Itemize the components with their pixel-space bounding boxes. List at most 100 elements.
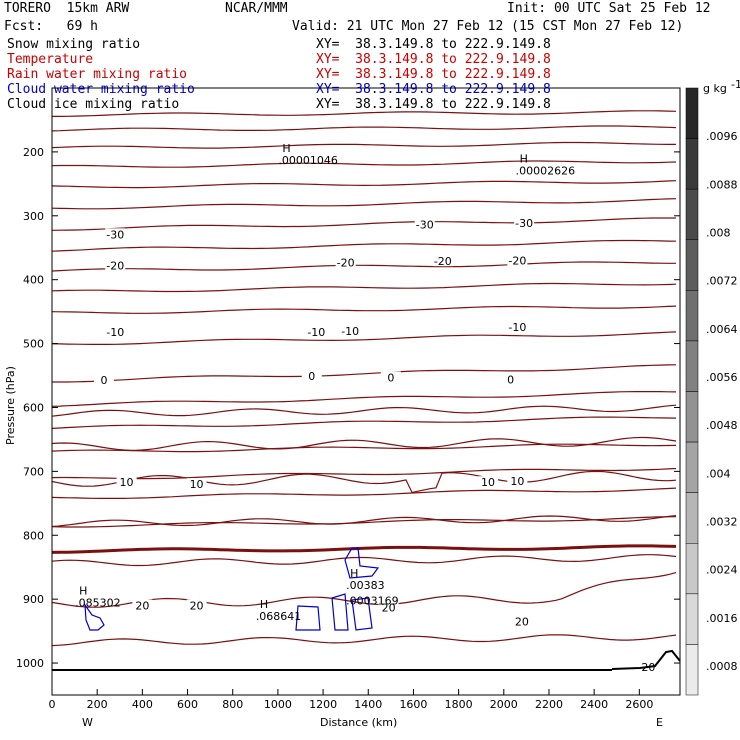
isotherm-line — [51, 261, 676, 272]
center-title: NCAR/MMM — [225, 1, 288, 16]
contour-label: 20 — [515, 616, 529, 629]
isotherm-line — [51, 217, 676, 231]
isotherm-line — [51, 515, 677, 528]
isotherm-line — [51, 516, 677, 528]
legend-xy-cloud-ice: XY= 38.3.149.8 to 222.9.149.8 — [316, 97, 551, 112]
temperature-contours — [51, 110, 677, 647]
isotherm-line — [51, 160, 677, 168]
contour-label-bg — [500, 373, 521, 385]
terrain-bump — [611, 649, 681, 670]
contour-label-bg — [105, 326, 126, 338]
east-label: E — [656, 716, 663, 729]
colorbar-segment — [685, 138, 699, 190]
contour-label-bg — [432, 255, 453, 267]
isotherm-line — [51, 554, 677, 567]
contour-label: -10 — [106, 326, 124, 339]
isotherm-line — [51, 470, 677, 494]
isotherm-line — [51, 239, 677, 252]
isotherm-line — [51, 305, 677, 314]
isotherm-line — [51, 572, 677, 608]
contour-label: 20 — [190, 600, 204, 613]
contour-label: 10 — [481, 476, 495, 489]
contour-label: 20 — [382, 601, 396, 614]
colorbar-tick-label: .0016 — [706, 612, 738, 625]
isotherm-line — [51, 544, 677, 554]
contour-label: 10 — [120, 476, 134, 489]
isotherm-line — [51, 331, 677, 345]
colorbar-tick-label: .0088 — [706, 178, 738, 191]
legend-xy-rain: XY= 38.3.149.8 to 222.9.149.8 — [316, 67, 551, 82]
y-tick-label: 400 — [23, 274, 44, 287]
extremum-mark: H — [350, 567, 358, 580]
isotherm-line — [52, 110, 677, 117]
colorbar-segment — [685, 593, 699, 645]
colorbar-segment — [685, 239, 699, 291]
isotherm-line — [51, 443, 677, 453]
legend-name-cloud-ice: Cloud ice mixing ratio — [7, 97, 180, 112]
x-tick-label: 0 — [49, 698, 56, 711]
colorbar-segment — [685, 644, 699, 696]
y-tick-label: 600 — [23, 401, 44, 414]
extremum-value: .085302 — [75, 596, 121, 609]
legend-name-snow: Snow mixing ratio — [7, 37, 141, 52]
contour-labels: -30 -30 -30 -20 -20 -20 -20 -10 -10 -10 -10 0 0 0 0 10 1… — [93, 216, 659, 674]
legend-xy-snow: XY= 38.3.149.8 to 222.9.149.8 — [316, 37, 551, 52]
contour-label-bg — [105, 259, 126, 271]
isotherm-line — [51, 467, 677, 480]
cloud-water-outline — [351, 597, 373, 631]
contour-label-bg — [93, 373, 114, 385]
contour-label-bg — [301, 370, 322, 382]
legend-name-rain: Rain water mixing ratio — [7, 67, 188, 82]
colorbar-tick-label: .0096 — [706, 130, 738, 143]
contour-label: -30 — [416, 219, 434, 232]
colorbar-tick-label: .0024 — [706, 564, 738, 577]
y-tick-label: 900 — [23, 593, 44, 606]
extremum-mark: H — [520, 152, 528, 165]
x-tick-label: 800 — [222, 698, 243, 711]
contour-label: 20 — [135, 600, 149, 613]
extremum-value: .00383 — [346, 579, 385, 592]
isotherm-line — [51, 391, 677, 407]
contour-label: -20 — [337, 256, 355, 269]
contour-label: 0 — [507, 373, 514, 386]
y-tick-label: 1000 — [16, 657, 44, 670]
colorbar-tick-label: .0072 — [706, 275, 738, 288]
contour-label-bg — [116, 476, 137, 488]
x-tick-label: 2400 — [580, 698, 608, 711]
x-tick-label: 1800 — [445, 698, 473, 711]
colorbar-unit: g kg — [703, 82, 727, 95]
contour-label-bg — [511, 615, 532, 627]
colorbar-segment — [685, 87, 699, 139]
isotherm-line — [51, 487, 677, 499]
contour-label-bg — [414, 218, 435, 230]
colorbar-segment — [685, 441, 699, 493]
contour-label-bg — [507, 474, 528, 486]
colorbar-tick-label: .0048 — [706, 419, 738, 432]
colorbar-segment — [685, 391, 699, 443]
west-label: W — [82, 716, 93, 729]
extremum-value: .00002626 — [516, 164, 576, 177]
contour-label-bg — [105, 228, 126, 240]
extremum-mark: H — [260, 598, 268, 611]
contour-label: -10 — [341, 325, 359, 338]
colorbar-segment — [685, 188, 699, 241]
isotherm-line — [51, 436, 677, 451]
contour-label: 10 — [190, 478, 204, 491]
contour-label: 0 — [387, 371, 394, 384]
cloud-water-outline — [295, 605, 321, 631]
isotherm-line — [51, 416, 677, 429]
extremum-value: .068641 — [256, 610, 302, 623]
y-axis-label: Pressure (hPa) — [4, 366, 17, 445]
contour-label-bg — [186, 478, 207, 490]
contour-label-bg — [132, 599, 153, 611]
x-tick-label: 400 — [132, 698, 153, 711]
contour-label: -10 — [307, 326, 325, 339]
valid-time: Valid: 21 UTC Mon 27 Feb 12 (15 CST Mon … — [292, 19, 684, 34]
contour-label-bg — [477, 476, 498, 488]
cloud-water-outline — [344, 547, 380, 579]
isotherm-line — [51, 634, 677, 647]
contour-label-bg — [514, 216, 535, 228]
isotherm-line — [51, 404, 677, 417]
isotherm-line — [51, 125, 677, 132]
